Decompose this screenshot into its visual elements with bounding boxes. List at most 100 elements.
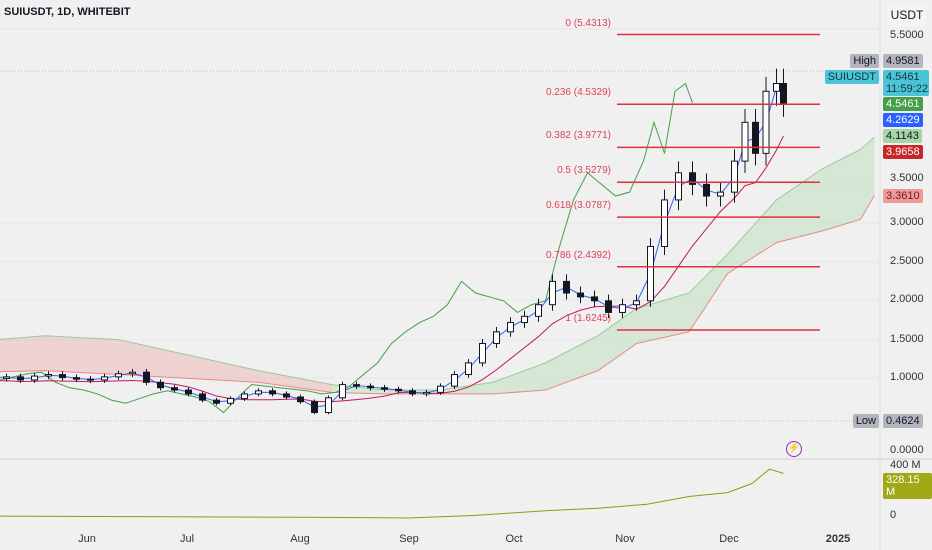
ichimoku-cloud-segment [493,362,546,394]
candle-body [661,199,668,247]
candle-body [535,304,542,317]
lagging-span-line [0,82,693,414]
fib-level-label: 1 (1.6245) [565,312,611,324]
ichimoku-cloud-segment [727,199,777,274]
ichimoku-cloud-segment [598,308,637,371]
symbol-title: SUIUSDT, 1D, WHITEBIT [4,6,131,18]
ichimoku-cloud-segment [0,335,45,372]
candle-body [185,389,192,395]
candle-body [227,398,234,404]
price-tick-label: 1.0000 [890,371,924,383]
high-value: 4.9581 [883,54,923,68]
blue-line-badge: 4.2629 [883,113,923,127]
lightning-icon[interactable]: ⚡ [786,441,802,457]
last-price-badge: 4.5461 11:59:22 [883,70,929,96]
price-tick-label: 0.0000 [890,444,924,456]
candle-body [157,381,164,389]
candle-body [605,300,612,313]
symbol-badge: SUIUSDT [824,70,879,84]
candle-body [465,362,472,376]
candle-body [297,396,304,403]
candle-body [339,384,346,399]
high-label: High [850,54,879,68]
price-tick-label: 3.0000 [890,216,924,228]
ichimoku-cloud-segment [776,168,822,243]
price-tick-label: 2.5000 [890,255,924,267]
candle-body [73,377,80,380]
time-tick-label: Oct [505,533,523,545]
candle-body [703,183,710,197]
candle-body [752,121,759,154]
candle-body [507,322,514,333]
candle-body [171,387,178,391]
volume-line [0,468,784,519]
candle-body [115,373,122,378]
candle-body [493,331,500,344]
candle-body [129,371,136,375]
candle-body [283,393,290,398]
candle-body [451,374,458,387]
candle-body [521,315,528,324]
time-tick-label: Jun [78,533,96,545]
ichimoku-cloud-segment [860,137,875,220]
candle-body [143,371,150,383]
candle-body [311,401,318,414]
cloud-span-b [0,195,875,395]
base-line-badge: 3.9658 [883,145,923,159]
candle-body [549,280,556,306]
span-a-badge: 4.1143 [883,129,922,143]
candle-body [269,390,276,395]
candle-body [479,342,486,364]
time-tick-label: Jul [179,533,195,545]
ichimoku-cloud-segment [45,335,119,375]
fib-level-label: 0.236 (4.5329) [545,87,611,99]
price-tick-label: 5.5000 [890,29,924,41]
candle-body [59,374,66,379]
candle-body [731,160,738,193]
candle-body [381,387,388,390]
candle-body [367,385,374,389]
candle-body [199,393,206,401]
candle-body [619,304,626,313]
candle-body [213,399,220,404]
ichimoku-cloud-segment [822,149,861,231]
candle-body [241,393,248,400]
time-tick-label: Nov [615,533,635,545]
ichimoku-cloud-segment [188,355,259,383]
candle-body [409,390,416,395]
fib-level-label: 0.382 (3.9771) [545,130,611,142]
candle-body [780,83,787,104]
low-value: 0.4624 [883,414,923,428]
candle-body [741,121,749,162]
fib-level-label: 0.5 (3.5279) [557,165,611,177]
candle-body [255,390,262,395]
price-tick-label: 2.0000 [890,293,924,305]
volume-tick-label: 0 [890,509,897,521]
candle-body [101,376,108,381]
candle-body [577,292,584,298]
candle-body [773,83,780,92]
candle-body [717,191,724,197]
candle-body [591,296,598,302]
currency-button[interactable]: USDT [888,4,926,26]
candle-body [563,280,570,294]
candle-body [45,374,52,377]
ichimoku-cloud-segment [545,335,598,391]
base-line [0,135,784,403]
span-b-badge: 3.3610 [883,189,923,203]
candle-body [647,245,654,302]
candle-body [87,378,94,381]
price-tick-label: 3.5000 [890,172,924,184]
price-tick-label: 1.5000 [890,333,924,345]
ichimoku-cloud-segment [636,293,689,344]
ichimoku-cloud-segment [118,339,189,379]
candle-body [17,376,24,381]
candle-body [633,300,640,306]
time-tick-label: Aug [290,533,310,545]
time-tick-label: Sep [399,533,419,545]
time-tick-label: Dec [719,533,739,545]
time-tick-label: 2025 [825,533,851,545]
volume-tick-label: 400 M [890,459,921,471]
fib-level-label: 0 (5.4313) [565,17,611,29]
